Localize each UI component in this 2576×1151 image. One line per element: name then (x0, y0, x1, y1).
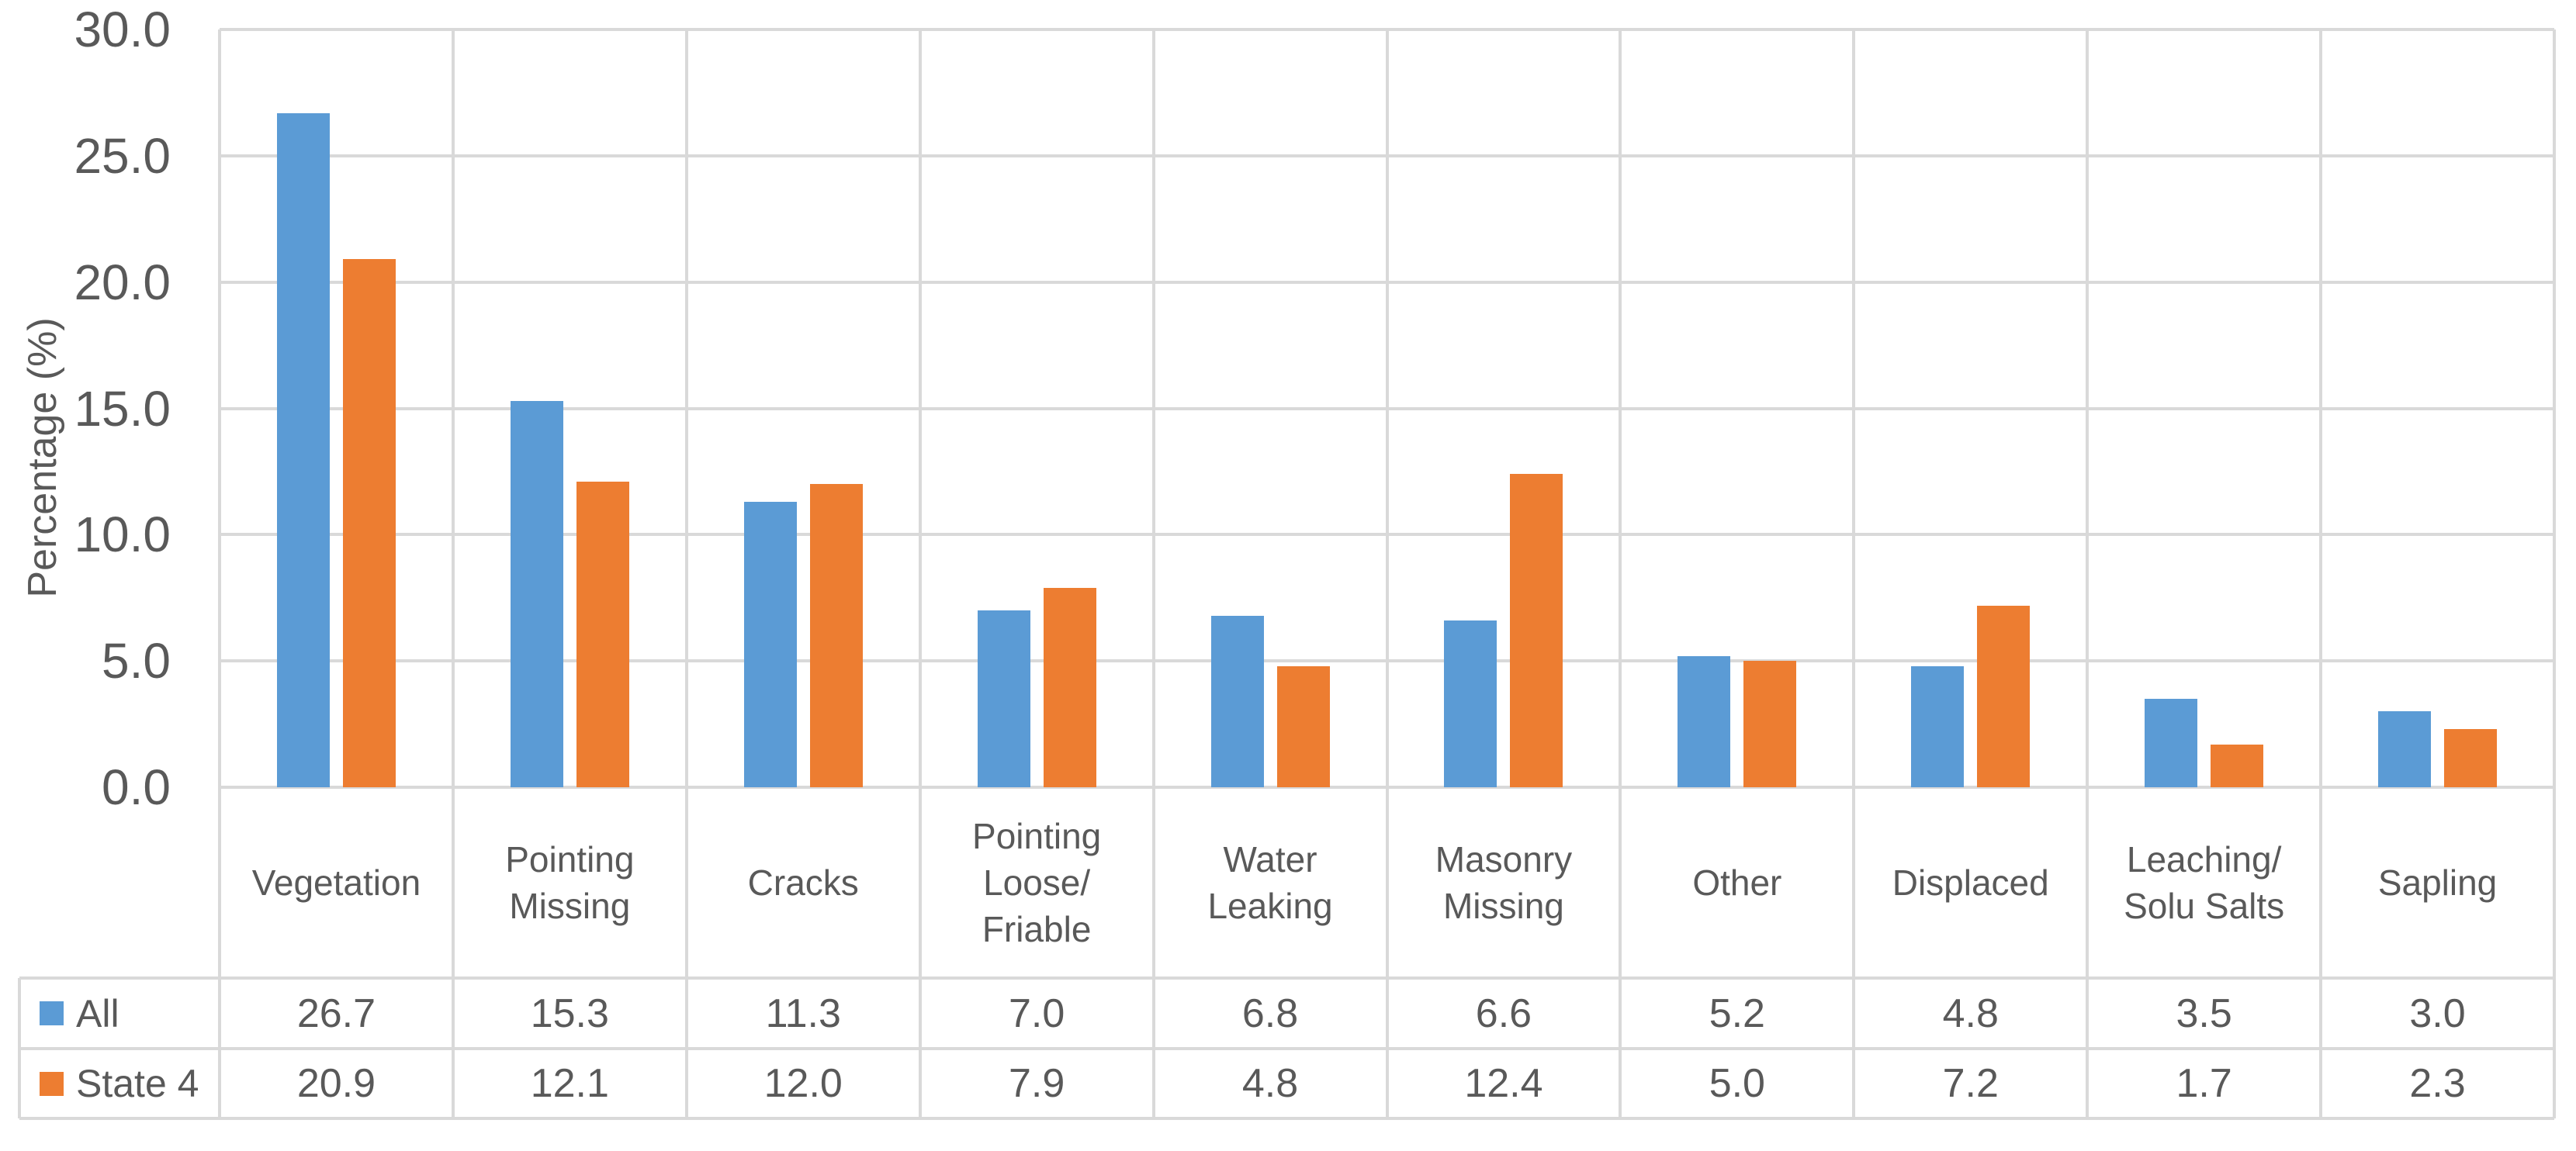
table-value-cell: 2.3 (2409, 1061, 2466, 1106)
table-value-cell: 15.3 (530, 990, 609, 1036)
bar-all (510, 400, 563, 787)
vertical-gridline (918, 29, 922, 1118)
y-axis-tick-label: 0.0 (102, 759, 171, 815)
table-value-cell: 3.5 (2176, 990, 2232, 1036)
bar-all (743, 502, 797, 787)
legend-series-name: State 4 (76, 1062, 199, 1105)
table-value-cell: 12.0 (763, 1061, 843, 1106)
table-value-cell: 6.8 (1241, 990, 1299, 1036)
table-legend-cell: All (21, 980, 218, 1047)
category-label: Displaced (1892, 862, 2049, 903)
category-label: Masonry Missing (1435, 839, 1573, 926)
y-axis-tick-label: 25.0 (74, 127, 171, 184)
table-value-cell: 1.7 (2176, 1061, 2232, 1106)
vertical-gridline (2553, 29, 2556, 1118)
bar-all (1911, 665, 1965, 787)
category-label: Water Leaking (1207, 839, 1333, 926)
vertical-gridline (2086, 29, 2090, 1118)
table-border-horizontal (19, 1047, 2554, 1050)
bar-state-4 (1276, 665, 1330, 787)
table-value-cell: 26.7 (296, 990, 376, 1036)
y-axis-tick-label: 10.0 (74, 506, 171, 563)
vertical-gridline (1385, 29, 1389, 1118)
bar-state-4 (1977, 605, 2031, 787)
bar-all (977, 610, 1030, 787)
y-axis-tick-label: 30.0 (74, 2, 171, 57)
table-value-cell: 7.0 (1008, 990, 1065, 1036)
bar-state-4 (1510, 474, 1563, 787)
table-value-cell: 7.9 (1008, 1061, 1065, 1106)
bar-state-4 (342, 259, 396, 787)
table-border-vertical (18, 978, 21, 1118)
table-value-cell: 20.9 (296, 1061, 376, 1106)
table-value-cell: 11.3 (765, 990, 841, 1036)
table-legend-cell: State 4 (21, 1050, 218, 1117)
table-value-cell: 12.4 (1464, 1061, 1543, 1106)
vertical-gridline (1619, 29, 1622, 1118)
table-value-cell: 5.2 (1709, 990, 1765, 1036)
bar-state-4 (809, 484, 863, 787)
y-axis-tick-label: 15.0 (74, 380, 171, 437)
bar-state-4 (1043, 587, 1096, 787)
vertical-gridline (218, 29, 221, 1118)
y-axis-tick-label: 5.0 (102, 633, 171, 690)
vertical-gridline (1151, 29, 1155, 1118)
bar-all (276, 112, 330, 787)
bar-all (1444, 620, 1497, 787)
table-value-cell: 4.8 (1942, 990, 1999, 1036)
table-value-cell: 5.0 (1709, 1061, 1765, 1106)
category-label: Leaching/ Solu Salts (2124, 839, 2285, 926)
table-border-horizontal (19, 1117, 2554, 1120)
bar-state-4 (576, 481, 629, 787)
category-label: Cracks (747, 862, 859, 903)
bar-all (2378, 711, 2431, 787)
legend-series-name: All (76, 991, 119, 1035)
vertical-gridline (2319, 29, 2323, 1118)
bar-all (2145, 699, 2198, 787)
vertical-gridline (451, 29, 455, 1118)
y-axis-tick-label: 20.0 (74, 254, 171, 310)
legend-color-swatch (40, 1071, 64, 1096)
bar-all (1678, 655, 1731, 787)
category-label: Sapling (2377, 862, 2498, 903)
table-value-cell: 3.0 (2409, 990, 2466, 1036)
bar-state-4 (2211, 744, 2264, 787)
table-value-cell: 6.6 (1475, 990, 1532, 1036)
table-value-cell: 4.8 (1241, 1061, 1299, 1106)
table-value-cell: 12.1 (530, 1061, 609, 1106)
legend-color-swatch (40, 1001, 64, 1025)
bar-state-4 (2444, 729, 2497, 787)
bar-state-4 (1743, 661, 1797, 787)
table-border-horizontal (19, 976, 2554, 980)
category-label: Other (1692, 862, 1782, 903)
bar-all (1210, 615, 1264, 787)
category-label: Pointing Missing (505, 839, 635, 926)
category-label: Pointing Loose/ Friable (972, 816, 1102, 949)
vertical-gridline (684, 29, 688, 1118)
table-value-cell: 7.2 (1942, 1061, 1999, 1106)
category-label: Vegetation (251, 862, 421, 903)
vertical-gridline (1852, 29, 1856, 1118)
